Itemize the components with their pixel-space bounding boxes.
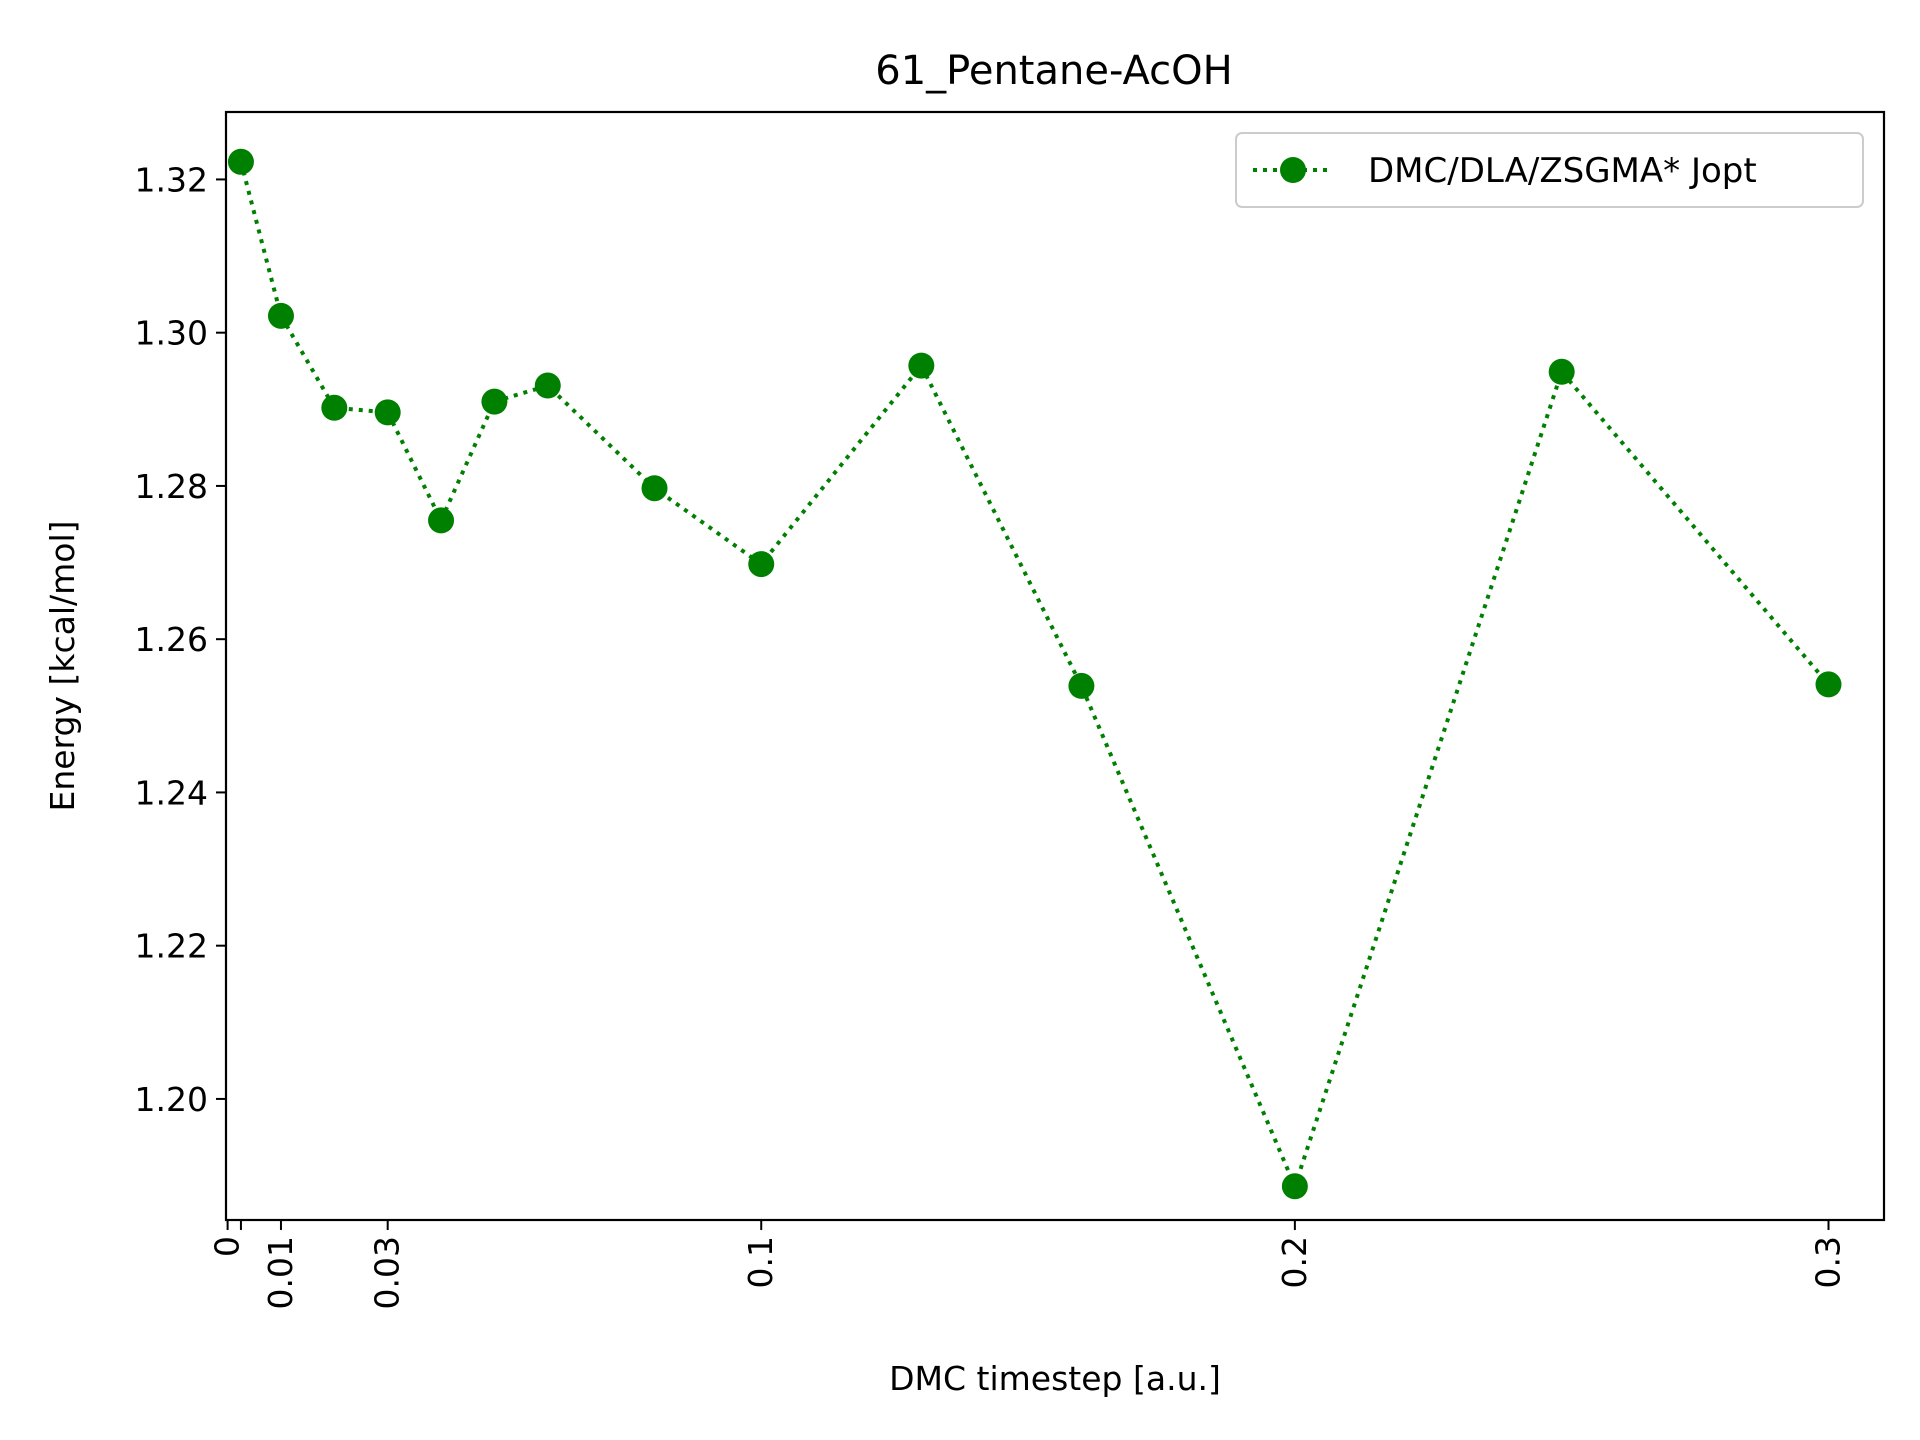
data-point (227, 148, 254, 175)
x-tick-label: 0.2 (1275, 1236, 1314, 1288)
series-layer (227, 148, 1842, 1200)
legend: DMC/DLA/ZSGMA* Jopt (1235, 132, 1864, 208)
legend-label: DMC/DLA/ZSGMA* Jopt (1368, 151, 1757, 191)
data-point (481, 388, 508, 415)
x-tick-label: 0.1 (741, 1236, 780, 1288)
x-tick-label: 0.3 (1809, 1236, 1848, 1288)
data-point (321, 394, 348, 421)
y-tick-label: 1.20 (135, 1080, 208, 1119)
x-tick-label: 0 (208, 1236, 247, 1257)
data-point (374, 399, 401, 426)
y-tick-label: 1.30 (135, 314, 208, 353)
y-tick-label: 1.26 (135, 620, 208, 659)
data-point (428, 507, 455, 534)
data-point (1548, 358, 1575, 385)
y-axis-label: Energy [kcal/mol] (43, 520, 82, 811)
data-point (908, 352, 935, 379)
y-tick-label: 1.22 (135, 927, 208, 966)
x-tick-label: 0.01 (261, 1236, 300, 1309)
x-tick-label: 0.03 (368, 1236, 407, 1309)
legend-box (1235, 132, 1864, 208)
plot-frame (224, 110, 1886, 1222)
y-tick-label: 1.32 (135, 160, 208, 199)
data-point (1068, 672, 1095, 699)
data-point (641, 475, 668, 502)
data-point (1815, 671, 1842, 698)
data-point (267, 302, 294, 329)
chart-title: 61_Pentane-AcOH (875, 48, 1232, 94)
data-point (534, 372, 561, 399)
y-axis-ticks: 1.20 1.22 1.24 1.26 1.28 1.30 1.32 (135, 160, 226, 1119)
x-axis-label: DMC timestep [a.u.] (889, 1359, 1221, 1398)
y-tick-label: 1.24 (135, 773, 208, 812)
data-point (748, 551, 775, 578)
legend-marker (1280, 157, 1306, 183)
data-point (1281, 1173, 1308, 1200)
x-axis-ticks: 0 0.01 0.03 0.1 0.2 0.3 (208, 1220, 1848, 1309)
y-tick-label: 1.28 (135, 467, 208, 506)
series-line (238, 161, 1831, 1192)
